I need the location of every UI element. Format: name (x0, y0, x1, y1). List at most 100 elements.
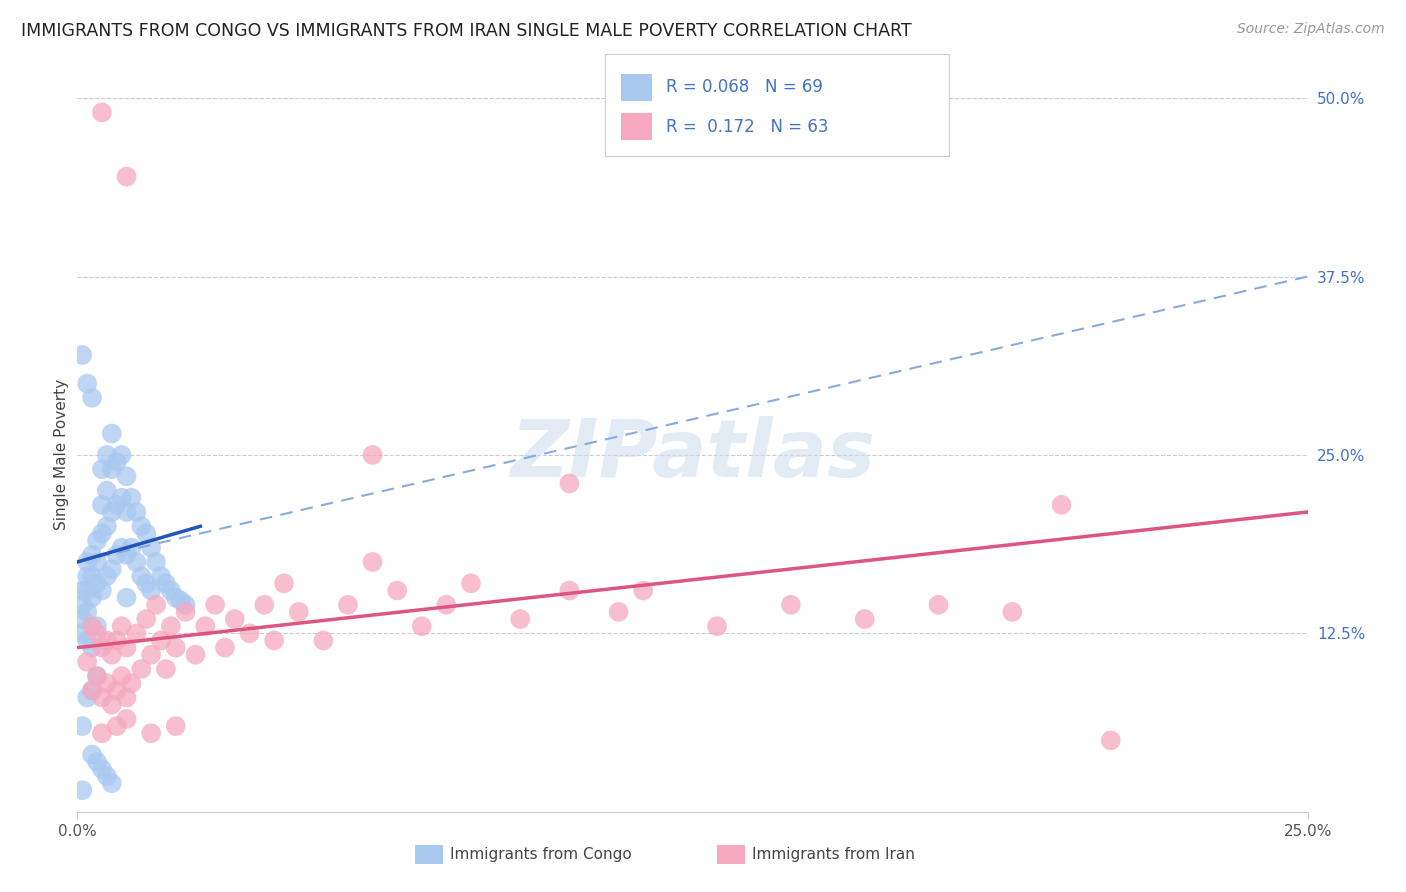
Point (239, 626, 262, 640)
Point (115, 469, 138, 483)
Text: Immigrants from Iran: Immigrants from Iran (752, 847, 915, 862)
Point (96, 676, 118, 690)
Point (558, 476, 581, 491)
Point (361, 448, 384, 462)
Point (111, 491, 132, 505)
Point (706, 619, 728, 633)
Text: R =  0.172   N = 63: R = 0.172 N = 63 (666, 118, 830, 136)
Point (135, 612, 157, 626)
Point (165, 591, 187, 605)
Point (105, 633, 128, 648)
Text: Source: ZipAtlas.com: Source: ZipAtlas.com (1237, 22, 1385, 37)
Point (214, 640, 236, 655)
Point (76, 633, 98, 648)
Point (312, 633, 335, 648)
Point (82, 591, 104, 605)
Point (101, 462, 124, 476)
Point (101, 562, 124, 576)
Point (224, 612, 246, 626)
Point (70, 598, 93, 612)
Point (111, 669, 132, 683)
Point (90, 640, 114, 655)
Point (70, 783, 93, 797)
Point (928, 598, 950, 612)
Point (82, 747, 104, 762)
Point (263, 633, 285, 648)
Point (125, 505, 148, 519)
Point (135, 526, 157, 541)
Point (253, 598, 276, 612)
Point (76, 605, 98, 619)
Point (90, 498, 114, 512)
Point (115, 591, 138, 605)
Point (129, 519, 153, 533)
Point (155, 576, 177, 591)
Point (160, 583, 183, 598)
Point (1001, 605, 1024, 619)
Point (111, 448, 132, 462)
Point (111, 619, 132, 633)
Point (86, 669, 108, 683)
Point (135, 576, 157, 591)
Text: IMMIGRANTS FROM CONGO VS IMMIGRANTS FROM IRAN SINGLE MALE POVERTY CORRELATION CH: IMMIGRANTS FROM CONGO VS IMMIGRANTS FROM… (21, 22, 911, 40)
Point (70, 719, 93, 733)
Point (174, 605, 197, 619)
Point (115, 505, 138, 519)
Point (76, 376, 98, 391)
Point (165, 719, 187, 733)
Point (105, 683, 128, 698)
Point (90, 726, 114, 740)
Point (76, 583, 98, 598)
Point (194, 619, 217, 633)
Point (121, 676, 143, 690)
Point (141, 726, 163, 740)
Point (145, 555, 167, 569)
Point (633, 583, 655, 598)
Point (141, 541, 163, 555)
Point (184, 648, 207, 662)
Point (361, 555, 384, 569)
Point (90, 462, 114, 476)
Point (86, 533, 108, 548)
Point (86, 619, 108, 633)
Point (1050, 498, 1073, 512)
Point (96, 569, 118, 583)
Point (115, 548, 138, 562)
Point (101, 698, 124, 712)
Point (121, 541, 143, 555)
Point (155, 662, 177, 676)
Point (105, 455, 128, 469)
Point (165, 640, 187, 655)
Point (86, 755, 108, 769)
Point (385, 583, 409, 598)
Point (96, 448, 118, 462)
Point (150, 633, 173, 648)
Text: Immigrants from Congo: Immigrants from Congo (450, 847, 631, 862)
Point (96, 633, 118, 648)
Point (558, 583, 581, 598)
Point (607, 605, 630, 619)
Point (76, 655, 98, 669)
Point (129, 569, 153, 583)
Text: R = 0.068   N = 69: R = 0.068 N = 69 (666, 78, 824, 96)
Point (121, 491, 143, 505)
Point (70, 583, 93, 598)
Point (105, 719, 128, 733)
Point (115, 712, 138, 726)
Point (436, 598, 458, 612)
Point (105, 498, 128, 512)
Point (86, 555, 108, 569)
Point (101, 776, 124, 790)
Point (96, 483, 118, 498)
Point (90, 583, 114, 598)
Point (70, 612, 93, 626)
Point (76, 569, 98, 583)
Point (82, 640, 104, 655)
Point (86, 626, 108, 640)
Point (101, 648, 124, 662)
Point (1099, 733, 1122, 747)
Point (509, 612, 531, 626)
Point (86, 669, 108, 683)
Point (273, 576, 295, 591)
Point (115, 169, 138, 184)
